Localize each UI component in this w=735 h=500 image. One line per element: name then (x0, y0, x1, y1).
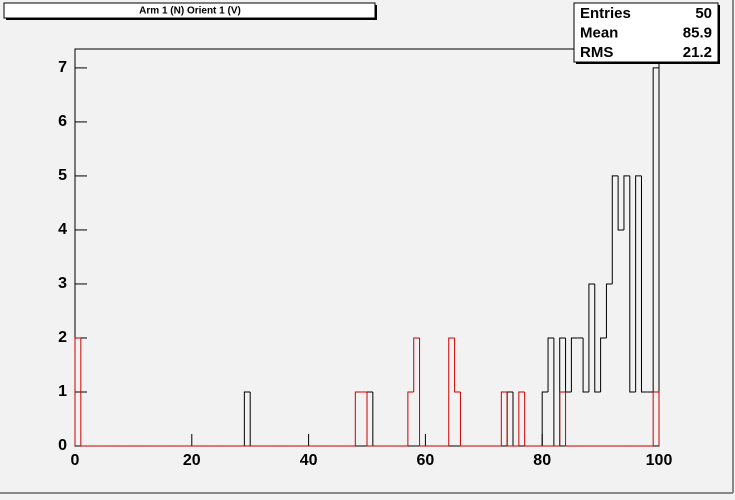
chart-title: Arm 1 (N) Orient 1 (V) (139, 6, 241, 17)
histogram-bin (594, 283, 601, 393)
histogram-bin (243, 391, 251, 446)
histogram-bin (623, 175, 630, 230)
histogram-bin (454, 337, 461, 393)
title-box (3, 2, 376, 19)
x-tick-label: 0 (71, 452, 80, 469)
stats-value: 21.2 (683, 44, 712, 61)
histogram-bin (74, 337, 81, 446)
histogram-bin (413, 337, 420, 392)
x-tick-label: 20 (183, 452, 201, 469)
y-tick-label: 3 (58, 275, 67, 292)
x-tick-label: 100 (646, 452, 673, 469)
histogram-bin (600, 337, 607, 392)
histogram-bin (547, 337, 554, 392)
y-tick-label: 1 (58, 383, 67, 400)
histogram-bin (80, 337, 87, 447)
histogram-bin (448, 337, 455, 446)
histogram-bin (605, 283, 613, 338)
histogram-bin (366, 391, 373, 447)
histogram-bin (635, 175, 642, 392)
y-tick-label: 2 (58, 329, 67, 346)
x-tick-label: 60 (417, 452, 435, 469)
histogram-bin (629, 175, 636, 393)
histogram-bin (506, 391, 513, 447)
histogram-bin (459, 391, 467, 447)
y-tick-label: 0 (58, 437, 67, 454)
plot-frame (74, 48, 660, 447)
y-tick-label: 6 (58, 113, 67, 130)
stats-label: Entries (580, 5, 631, 22)
histogram-bin (582, 337, 589, 393)
histogram-bin (518, 391, 525, 446)
histogram-bin (565, 391, 572, 447)
y-tick-label: 7 (58, 59, 67, 76)
x-tick-label: 80 (533, 452, 551, 469)
histogram-bin (652, 67, 660, 446)
histogram-bin (524, 391, 531, 447)
histogram-bin (588, 283, 595, 392)
stats-label: RMS (580, 44, 613, 61)
histogram-bin (407, 391, 414, 446)
x-tick-label: 40 (300, 452, 318, 469)
y-tick-label: 5 (58, 167, 67, 184)
histogram-bin (570, 337, 578, 392)
y-tick-label: 4 (58, 221, 67, 238)
histogram-bin (354, 391, 362, 446)
histogram-bin (611, 175, 619, 284)
histogram-bin (500, 391, 508, 446)
stats-label: Mean (580, 24, 618, 41)
histogram-bin (419, 337, 426, 447)
stats-value: 85.9 (683, 24, 712, 41)
histogram-bin (559, 391, 566, 446)
histogram-bin (541, 391, 549, 446)
histogram-bin (617, 175, 624, 231)
stats-value: 50 (695, 5, 712, 22)
stats-box (573, 2, 719, 63)
histogram-bin (640, 175, 648, 393)
histogram-bin (652, 391, 660, 446)
